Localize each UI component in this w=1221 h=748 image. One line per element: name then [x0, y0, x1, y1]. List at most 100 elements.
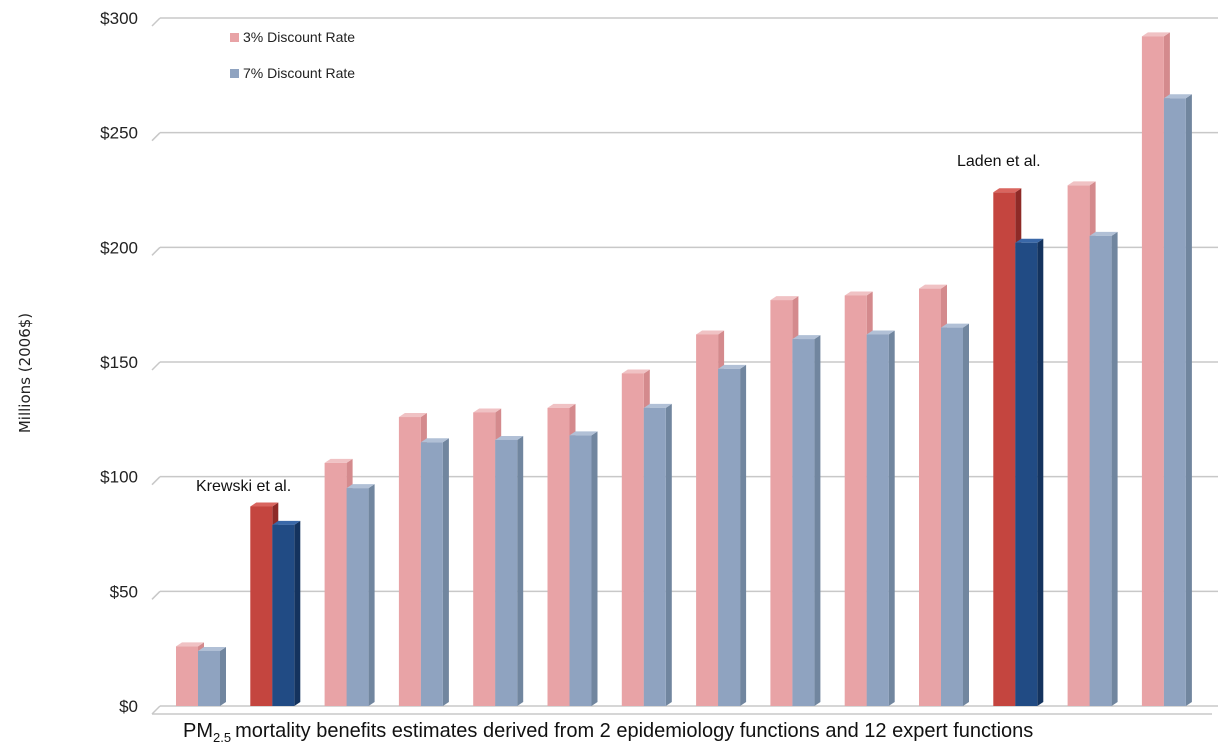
legend-label-7pct: 7% Discount Rate — [243, 65, 355, 81]
bar-3pct-10-top — [844, 291, 873, 296]
bar-7pct-10-side — [888, 330, 895, 706]
bar-7pct-7 — [643, 403, 672, 706]
bar-7pct-3-front — [346, 488, 369, 706]
gridline-depth — [151, 705, 161, 715]
gridline-depth — [151, 132, 161, 142]
bars — [176, 32, 1192, 707]
bar-7pct-4-top — [420, 438, 449, 443]
bar-3pct-4-front — [398, 417, 421, 706]
bar-3pct-6-front — [547, 407, 570, 706]
x-axis-label-text: mortality benefits estimates derived fro… — [235, 720, 1033, 742]
bar-7pct-6-front — [569, 435, 592, 706]
y-axis-ticks: $0 $50 $100 $150 $200 $250 $300 — [100, 9, 138, 716]
bar-7pct-2-front — [272, 524, 295, 706]
bar-3pct-1-front — [176, 646, 198, 706]
bar-7pct-13-front — [1089, 235, 1112, 706]
bar-7pct-3-side — [368, 484, 375, 706]
bar-3pct-2-top — [250, 502, 279, 507]
bar-7pct-14-side — [1185, 94, 1192, 707]
bar-7pct-2-top — [272, 520, 301, 525]
bar-3pct-4-top — [398, 413, 427, 418]
bar-7pct-7-top — [643, 403, 672, 408]
bar-3pct-13-front — [1067, 185, 1090, 706]
bar-7pct-1-top — [198, 646, 226, 651]
bar-7pct-6-top — [569, 431, 598, 436]
gridline-depth — [151, 361, 161, 371]
bar-3pct-7-top — [621, 369, 650, 374]
bar-3pct-5-front — [473, 412, 496, 706]
bar-3pct-11-top — [919, 284, 947, 289]
bar-7pct-9-top — [792, 335, 821, 340]
y-tick-label: $300 — [100, 9, 138, 28]
gridline-depth — [151, 246, 161, 256]
bar-7pct-9-front — [792, 339, 815, 706]
bar-3pct-14-top — [1141, 32, 1170, 37]
bar-7pct-9 — [792, 335, 821, 706]
bar-3pct-7-front — [621, 373, 644, 706]
bar-7pct-5-side — [517, 435, 524, 706]
bar-3pct-3-top — [324, 458, 353, 463]
x-axis-label-subscript: 2.5 — [213, 730, 231, 745]
bar-7pct-3-top — [346, 484, 375, 489]
y-tick-label: $50 — [110, 582, 138, 601]
bar-3pct-2-front — [250, 506, 273, 706]
x-axis-label-prefix: PM — [183, 720, 213, 742]
bar-7pct-9-side — [814, 335, 821, 706]
annotation-laden: Laden et al. — [957, 153, 1041, 170]
bar-7pct-7-side — [665, 403, 672, 706]
legend-swatch-7pct — [230, 69, 239, 78]
gridline-depth — [151, 590, 161, 600]
gridline-depth — [151, 17, 161, 27]
bar-3pct-10-front — [844, 295, 867, 706]
bar-3pct-6-top — [547, 403, 576, 408]
bar-7pct-12 — [1015, 238, 1044, 706]
bar-7pct-14-top — [1163, 94, 1192, 99]
bar-3pct-14-front — [1141, 36, 1164, 706]
bar-3pct-5-top — [473, 408, 502, 413]
y-axis-label: Millions (2006$) — [16, 313, 34, 433]
bar-3pct-9-front — [770, 300, 793, 706]
bar-7pct-8-side — [740, 364, 747, 706]
bar-7pct-4-side — [442, 438, 449, 706]
bar-3pct-1-top — [176, 642, 204, 647]
bar-7pct-10-front — [866, 334, 889, 706]
legend: 3% Discount Rate 7% Discount Rate — [230, 29, 355, 81]
bar-7pct-12-top — [1015, 238, 1044, 243]
bar-3pct-12-front — [993, 192, 1016, 706]
bar-7pct-11 — [941, 323, 969, 706]
bar-3pct-3-front — [324, 462, 347, 706]
y-tick-label: $150 — [100, 353, 138, 372]
bar-7pct-8-front — [718, 368, 741, 706]
bar-7pct-5-top — [495, 435, 524, 440]
bar-7pct-6 — [569, 431, 598, 706]
bar-3pct-9-top — [770, 296, 799, 301]
bar-7pct-1-side — [220, 646, 226, 706]
legend-swatch-3pct — [230, 33, 239, 42]
y-tick-label: $100 — [100, 468, 138, 487]
x-axis-label: PM2.5 mortality benefits estimates derive… — [183, 720, 1033, 745]
bar-7pct-3 — [346, 484, 375, 706]
y-tick-label: $200 — [100, 238, 138, 257]
bar-7pct-6-side — [591, 431, 598, 706]
bar-7pct-11-top — [941, 323, 969, 328]
y-tick-label: $250 — [100, 124, 138, 143]
bar-3pct-8-top — [696, 330, 725, 335]
bar-7pct-10 — [866, 330, 895, 706]
bar-7pct-7-front — [643, 407, 666, 706]
bar-7pct-14 — [1163, 94, 1192, 707]
bar-7pct-8 — [718, 364, 747, 706]
bar-7pct-10-top — [866, 330, 895, 335]
y-tick-label: $0 — [119, 697, 138, 716]
bar-7pct-4 — [420, 438, 449, 706]
bar-7pct-11-side — [963, 323, 969, 706]
bar-7pct-12-front — [1015, 242, 1038, 706]
bar-7pct-13-top — [1089, 231, 1118, 236]
bar-7pct-13-side — [1111, 231, 1118, 706]
gridline-depth — [151, 476, 161, 486]
bar-3pct-13-top — [1067, 181, 1096, 186]
bar-7pct-8-top — [718, 364, 747, 369]
bar-3pct-12-top — [993, 188, 1022, 193]
bar-7pct-13 — [1089, 231, 1118, 706]
bar-7pct-12-side — [1037, 238, 1044, 706]
